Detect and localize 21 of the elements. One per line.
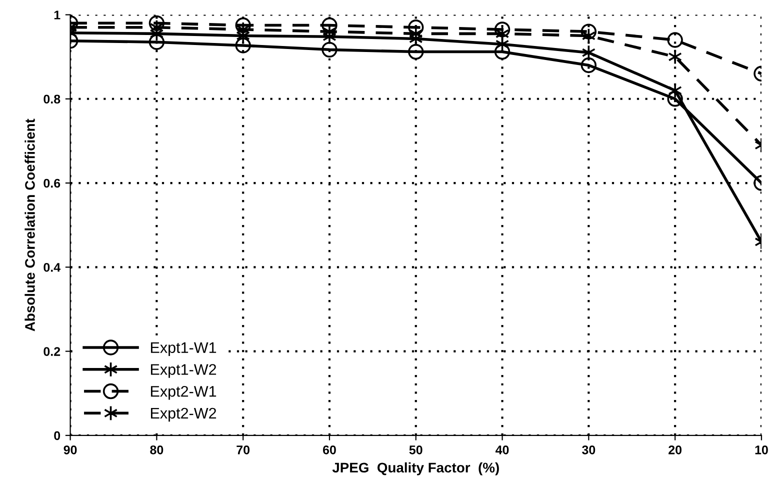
legend-label: Expt1-W1 (150, 342, 216, 356)
x-tick-label: 50 (409, 445, 422, 454)
x-tick-label: 80 (150, 445, 164, 454)
x-tick-label: 60 (322, 445, 336, 454)
x-tick-label: 20 (668, 445, 682, 454)
y-tick-label: 0.8 (44, 94, 60, 104)
y-tick-label: 0 (54, 431, 60, 440)
x-tick-label: 90 (64, 445, 77, 454)
x-axis-title: JPEG Quality Factor (%) (332, 462, 499, 476)
y-tick-label: 1 (54, 10, 60, 20)
x-tick-label: 30 (582, 445, 596, 454)
legend-label: Expt2-W1 (150, 386, 216, 400)
x-tick-label: 70 (236, 445, 250, 454)
y-tick-label: 0.2 (44, 347, 60, 356)
legend-label: Expt1-W2 (150, 364, 216, 378)
y-axis-title: Absolute Correlation Coefficient (24, 118, 35, 332)
x-tick-label: 10 (755, 445, 768, 454)
y-tick-label: 0.6 (44, 178, 60, 188)
y-tick-label: 0.4 (44, 262, 60, 272)
x-tick-label: 40 (496, 445, 509, 454)
legend-label: Expt2-W2 (150, 408, 216, 422)
